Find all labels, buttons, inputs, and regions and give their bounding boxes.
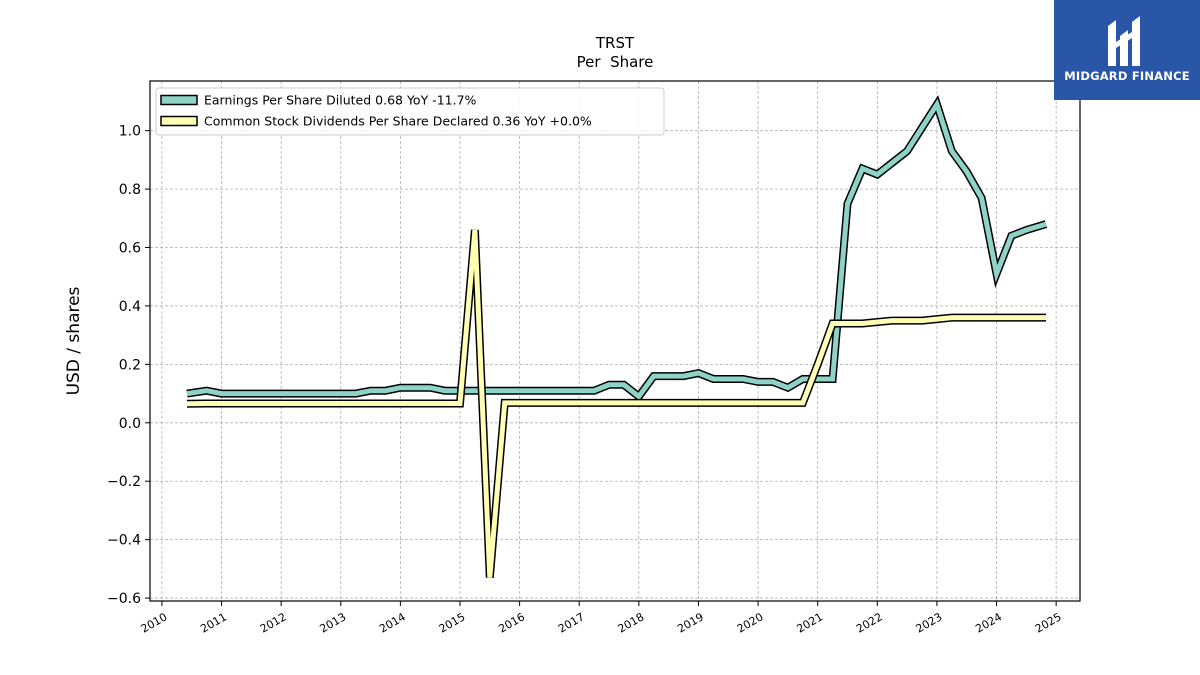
legend-box xyxy=(155,87,665,136)
y-tick-label: −0.2 xyxy=(107,474,141,490)
legend-swatch-1 xyxy=(160,115,198,127)
x-tick-label: 2018 xyxy=(616,610,647,635)
x-tick-label: 2024 xyxy=(973,610,1004,635)
x-tick-label: 2021 xyxy=(794,610,825,635)
legend: Earnings Per Share Diluted 0.68 YoY -11.… xyxy=(155,87,665,136)
y-tick-label: 0.8 xyxy=(119,182,141,198)
y-tick-label: 0.2 xyxy=(119,357,141,373)
x-tick-label: 2013 xyxy=(318,610,349,635)
series-lines xyxy=(186,95,1048,578)
y-tick-label: −0.6 xyxy=(107,591,141,607)
x-axis: 2010 2011 2012 2013 2014 2015 2016 2017 2018 2019… xyxy=(139,601,1064,636)
legend-label-1: Common Stock Dividends Per Share Declare… xyxy=(204,114,592,129)
x-tick-label: 2023 xyxy=(914,610,945,635)
series-line-1 xyxy=(186,229,1046,578)
x-tick-label: 2017 xyxy=(556,610,587,635)
x-tick-label: 2011 xyxy=(198,610,229,635)
y-tick-label: −0.4 xyxy=(107,533,141,549)
x-tick-label: 2016 xyxy=(496,610,527,635)
grid xyxy=(150,81,1080,601)
series-line-0 xyxy=(186,98,1047,401)
x-tick-label: 2014 xyxy=(377,610,408,635)
plot-frame xyxy=(149,80,1081,602)
y-axis: −0.6 −0.4 −0.2 0.0 0.2 0.4 0.6 0.8 1.0 xyxy=(107,124,150,607)
chart-title: TRST xyxy=(595,34,635,52)
x-tick-label: 2012 xyxy=(258,610,289,635)
logo-text: MIDGARD FINANCE xyxy=(1064,69,1190,83)
chart-subtitle: Per Share xyxy=(577,53,654,71)
y-tick-label: 0.0 xyxy=(119,416,141,432)
legend-swatch-0 xyxy=(160,94,198,106)
midgard-finance-logo: MIDGARD FINANCE xyxy=(1054,0,1200,100)
legend-label-0: Earnings Per Share Diluted 0.68 YoY -11.… xyxy=(204,93,477,108)
x-tick-label: 2019 xyxy=(675,610,706,635)
y-axis-label: USD / shares xyxy=(64,286,84,395)
x-tick-label: 2010 xyxy=(139,610,170,635)
x-tick-label: 2020 xyxy=(735,610,766,635)
y-tick-label: 1.0 xyxy=(119,124,141,140)
logo-mark-icon xyxy=(1108,16,1140,66)
series-outline-0 xyxy=(186,95,1048,403)
x-tick-label: 2015 xyxy=(437,610,468,635)
x-tick-label: 2022 xyxy=(854,610,885,635)
y-tick-label: 0.6 xyxy=(119,241,141,257)
x-tick-label: 2025 xyxy=(1033,610,1064,635)
y-tick-label: 0.4 xyxy=(119,299,141,315)
